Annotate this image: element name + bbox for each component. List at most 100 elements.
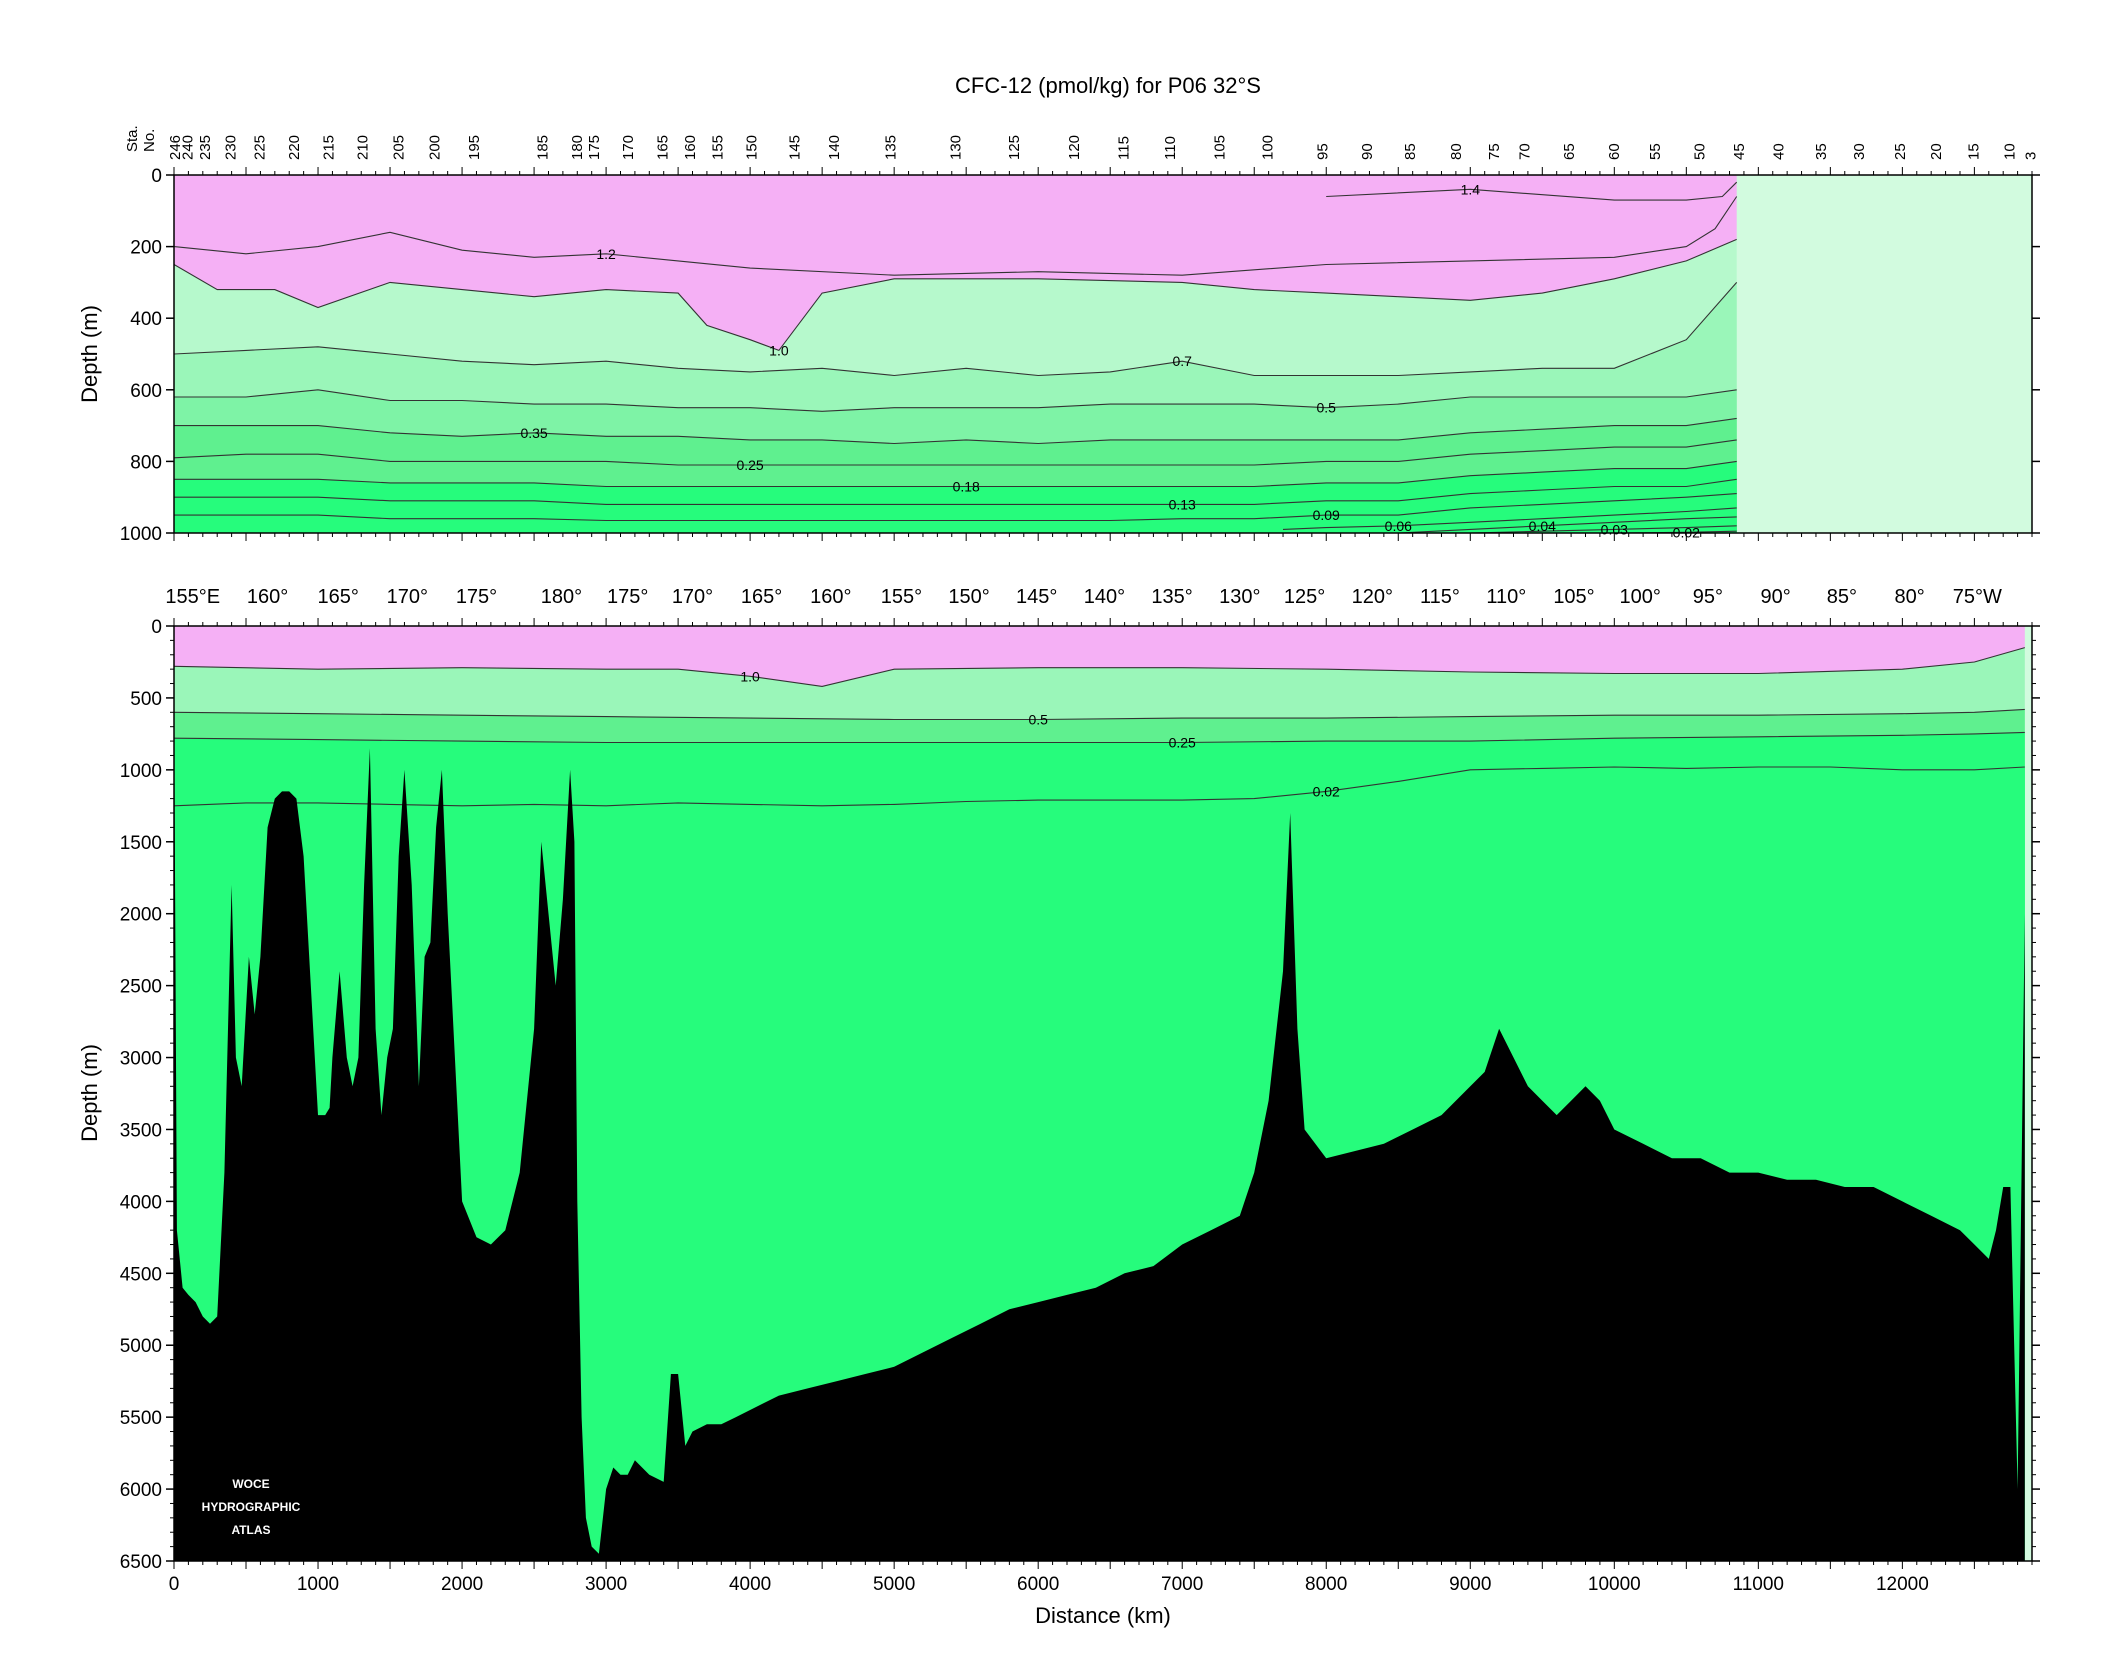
contour-label-1.0: 1.0 xyxy=(740,668,760,684)
contour-line-0.04 xyxy=(1398,516,1737,533)
contour-line-0.03 xyxy=(1470,525,1737,533)
y-tick-label-5500: 5500 xyxy=(120,1408,162,1429)
station-label-line1: Sta. xyxy=(124,125,141,152)
y-tick-label-600: 600 xyxy=(130,381,162,402)
station-label-240: 240 xyxy=(180,135,197,160)
contour-line-0.35 xyxy=(174,417,1737,445)
station-label-45: 45 xyxy=(1731,143,1748,160)
contour-line-1.2 xyxy=(174,196,1738,276)
contour-label-0.09: 0.09 xyxy=(1313,507,1340,523)
station-label-140: 140 xyxy=(826,135,843,160)
station-label-40: 40 xyxy=(1770,143,1787,160)
longitude-label: 120° xyxy=(1352,586,1393,608)
y-tick-label-5000: 5000 xyxy=(120,1336,162,1357)
station-label-185: 185 xyxy=(535,135,552,160)
station-label-235: 235 xyxy=(197,135,214,160)
y-tick-label-200: 200 xyxy=(130,238,162,259)
bottom-topography xyxy=(174,683,2025,1561)
y-tick-label-500: 500 xyxy=(130,689,162,710)
station-label-215: 215 xyxy=(320,135,337,160)
longitude-label: 145° xyxy=(1016,586,1057,608)
station-label-145: 145 xyxy=(787,135,804,160)
x-tick-label-8000: 8000 xyxy=(1305,1574,1347,1595)
longitude-label: 130° xyxy=(1219,586,1260,608)
longitude-label: 160° xyxy=(247,586,288,608)
contour-line-0.5 xyxy=(174,389,1737,412)
station-label-80: 80 xyxy=(1448,143,1465,160)
x-axis-title: Distance (km) xyxy=(1035,1603,1171,1628)
longitude-label: 115° xyxy=(1420,586,1460,608)
longitude-label: 75°W xyxy=(1953,586,2002,608)
x-tick-label-12000: 12000 xyxy=(1876,1574,1929,1595)
logo-line-3: ATLAS xyxy=(231,1523,270,1537)
logo-line-2: HYDROGRAPHIC xyxy=(202,1500,301,1514)
x-tick-label-1000: 1000 xyxy=(297,1574,339,1595)
contour-label-1.0: 1.0 xyxy=(769,342,789,358)
longitude-label: 135° xyxy=(1151,586,1192,608)
station-label-95: 95 xyxy=(1314,143,1331,160)
station-label-70: 70 xyxy=(1517,143,1534,160)
y-tick-label-1500: 1500 xyxy=(120,833,162,854)
longitude-label: 155° xyxy=(881,586,922,608)
x-tick-label-3000: 3000 xyxy=(585,1574,627,1595)
x-tick-label-5000: 5000 xyxy=(873,1574,915,1595)
station-label-15: 15 xyxy=(1966,143,1983,160)
station-label-210: 210 xyxy=(355,135,372,160)
bottom-panel-y-title: Depth (m) xyxy=(77,1044,102,1142)
contour-label-0.35: 0.35 xyxy=(520,425,547,441)
contour-line-0.5 xyxy=(174,708,2025,721)
longitude-label: 80° xyxy=(1894,586,1924,608)
top-panel-x-ticks xyxy=(173,167,2033,541)
station-label-130: 130 xyxy=(948,135,965,160)
contour-label-0.06: 0.06 xyxy=(1385,518,1412,534)
contour-line-1.0 xyxy=(174,647,2025,687)
contour-line-0.06 xyxy=(1282,507,1737,530)
band-surface xyxy=(174,626,2025,687)
station-label-175: 175 xyxy=(586,135,603,160)
station-label-85: 85 xyxy=(1402,143,1419,160)
station-label-10: 10 xyxy=(2002,143,2019,160)
bottom-panel: 1.0 0.5 0.25 0.02 0 500 1000 1500 2000 2500 3000 3… xyxy=(77,586,2040,1628)
y-tick-label-1000: 1000 xyxy=(120,524,162,545)
station-label-200: 200 xyxy=(427,135,444,160)
contour-line-0.13 xyxy=(174,478,1737,505)
top-panel-frame xyxy=(173,174,2033,534)
contour-line-0.25 xyxy=(174,731,2025,744)
y-tick-label-3000: 3000 xyxy=(120,1049,162,1070)
longitude-label: 95° xyxy=(1693,586,1723,608)
station-label-225: 225 xyxy=(252,135,269,160)
station-label-120: 120 xyxy=(1066,135,1083,160)
longitude-label: 165° xyxy=(741,586,782,608)
station-label-50: 50 xyxy=(1692,143,1709,160)
station-label-65: 65 xyxy=(1561,143,1578,160)
bottom-panel-y-axis: 0 500 1000 1500 2000 2500 3000 3500 4000 4500 5000… xyxy=(120,617,2040,1573)
x-tick-label-10000: 10000 xyxy=(1588,1574,1641,1595)
y-tick-label-2000: 2000 xyxy=(120,905,162,926)
station-label-20: 20 xyxy=(1928,143,1945,160)
top-panel-y-axis: 0 200 400 600 800 1000 xyxy=(120,166,2040,545)
contour-label-0.25: 0.25 xyxy=(1169,735,1196,751)
contour-line-0.7 xyxy=(174,282,1738,377)
station-label-155: 155 xyxy=(709,135,726,160)
longitude-label: 125° xyxy=(1284,586,1325,608)
contour-label-1.2: 1.2 xyxy=(596,246,616,262)
top-panel-contour-labels: 1.4 1.2 1.0 0.7 0.5 0.35 0.25 0.18 0.13 0.09 0.06 0… xyxy=(520,181,1700,540)
contour-line-0.09 xyxy=(174,493,1737,522)
longitude-label: 150° xyxy=(948,586,989,608)
contour-line-0.18 xyxy=(174,460,1737,488)
contour-label-0.25: 0.25 xyxy=(736,457,763,473)
contour-label-0.5: 0.5 xyxy=(1028,712,1048,728)
station-label-160: 160 xyxy=(682,135,699,160)
station-label-230: 230 xyxy=(223,135,240,160)
y-tick-label-2500: 2500 xyxy=(120,977,162,998)
longitude-label: 165° xyxy=(318,586,359,608)
station-label-115: 115 xyxy=(1116,136,1133,160)
longitude-label: 175° xyxy=(456,586,497,608)
x-tick-label-7000: 7000 xyxy=(1161,1574,1203,1595)
longitude-label: 90° xyxy=(1760,586,1790,608)
longitude-label: 140° xyxy=(1084,586,1125,608)
station-label-90: 90 xyxy=(1359,143,1376,160)
